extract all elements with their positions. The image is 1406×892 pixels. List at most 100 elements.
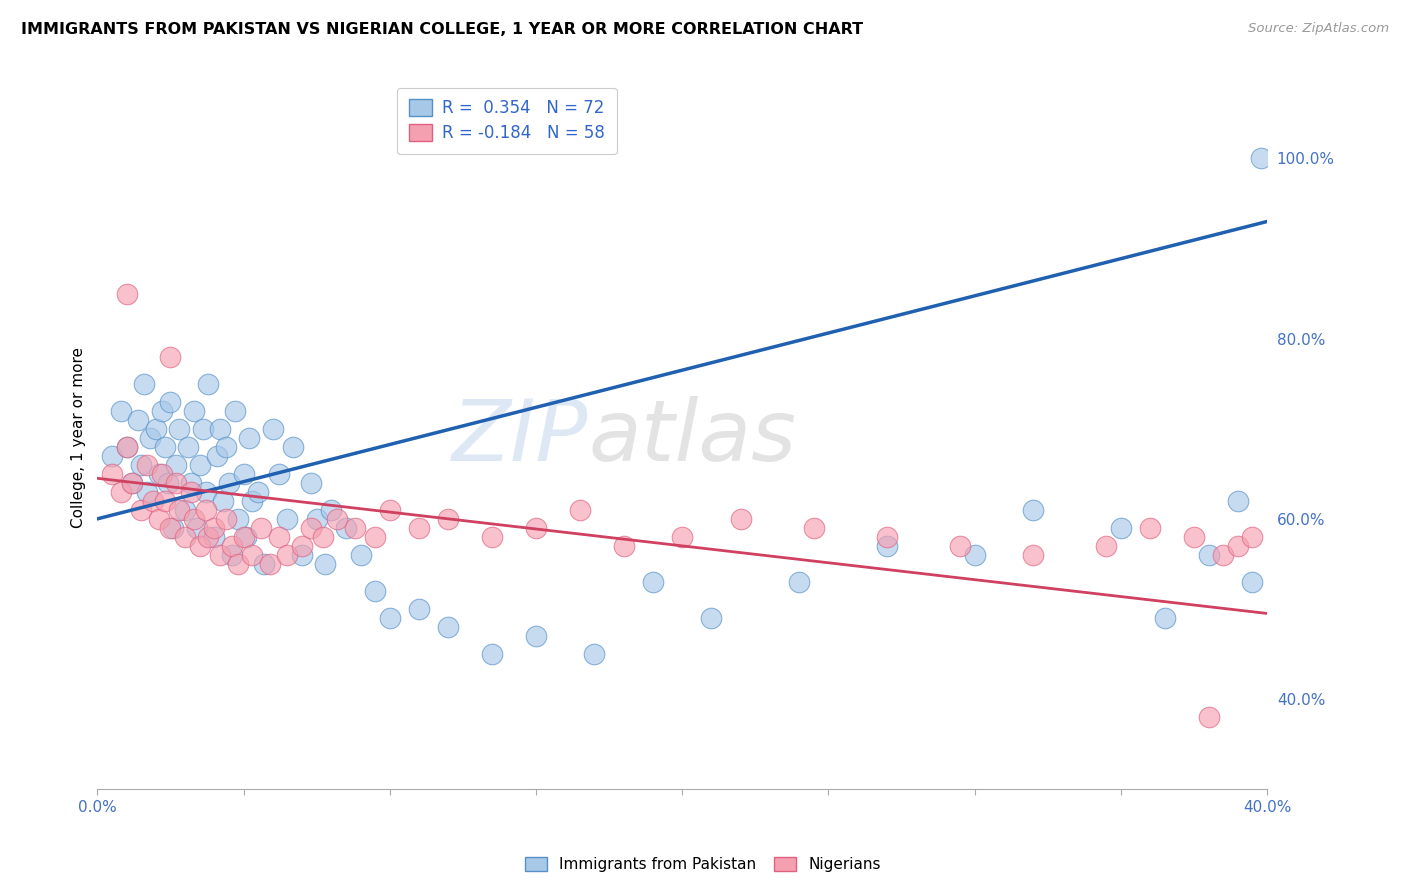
Legend: R =  0.354   N = 72, R = -0.184   N = 58: R = 0.354 N = 72, R = -0.184 N = 58	[396, 87, 616, 154]
Point	[1022, 503, 1045, 517]
Point	[299, 521, 322, 535]
Point	[153, 440, 176, 454]
Point	[321, 503, 343, 517]
Point	[191, 422, 214, 436]
Point	[876, 530, 898, 544]
Point	[232, 530, 254, 544]
Point	[349, 548, 371, 562]
Point	[291, 548, 314, 562]
Point	[1109, 521, 1132, 535]
Point	[129, 458, 152, 472]
Point	[1198, 548, 1220, 562]
Point	[221, 539, 243, 553]
Point	[1226, 539, 1249, 553]
Point	[481, 647, 503, 661]
Point	[183, 403, 205, 417]
Point	[787, 574, 810, 589]
Point	[148, 467, 170, 481]
Point	[232, 467, 254, 481]
Point	[238, 431, 260, 445]
Point	[136, 484, 159, 499]
Point	[180, 484, 202, 499]
Point	[174, 503, 197, 517]
Point	[165, 475, 187, 490]
Point	[949, 539, 972, 553]
Point	[250, 521, 273, 535]
Point	[115, 440, 138, 454]
Point	[437, 620, 460, 634]
Point	[262, 422, 284, 436]
Point	[311, 530, 333, 544]
Point	[162, 521, 184, 535]
Point	[186, 521, 208, 535]
Point	[145, 422, 167, 436]
Point	[207, 449, 229, 463]
Point	[963, 548, 986, 562]
Point	[148, 512, 170, 526]
Point	[299, 475, 322, 490]
Point	[364, 530, 387, 544]
Point	[136, 458, 159, 472]
Point	[209, 422, 232, 436]
Point	[115, 286, 138, 301]
Point	[121, 475, 143, 490]
Point	[180, 475, 202, 490]
Point	[134, 376, 156, 391]
Y-axis label: College, 1 year or more: College, 1 year or more	[72, 347, 86, 528]
Point	[378, 503, 401, 517]
Point	[150, 403, 173, 417]
Point	[378, 611, 401, 625]
Point	[583, 647, 606, 661]
Point	[437, 512, 460, 526]
Point	[343, 521, 366, 535]
Point	[197, 530, 219, 544]
Point	[159, 521, 181, 535]
Point	[267, 467, 290, 481]
Point	[671, 530, 693, 544]
Point	[240, 548, 263, 562]
Point	[159, 350, 181, 364]
Point	[156, 475, 179, 490]
Point	[194, 503, 217, 517]
Point	[139, 431, 162, 445]
Text: ZIP: ZIP	[453, 396, 589, 479]
Point	[218, 475, 240, 490]
Point	[142, 493, 165, 508]
Point	[283, 440, 305, 454]
Point	[700, 611, 723, 625]
Point	[226, 557, 249, 571]
Point	[1226, 493, 1249, 508]
Point	[568, 503, 591, 517]
Point	[235, 530, 257, 544]
Point	[1095, 539, 1118, 553]
Point	[1153, 611, 1175, 625]
Point	[1022, 548, 1045, 562]
Point	[1182, 530, 1205, 544]
Point	[127, 413, 149, 427]
Point	[364, 583, 387, 598]
Point	[121, 475, 143, 490]
Point	[730, 512, 752, 526]
Point	[159, 394, 181, 409]
Point	[101, 467, 124, 481]
Point	[240, 493, 263, 508]
Point	[481, 530, 503, 544]
Point	[1198, 710, 1220, 724]
Point	[247, 484, 270, 499]
Point	[524, 629, 547, 643]
Point	[167, 422, 190, 436]
Point	[276, 548, 298, 562]
Point	[174, 530, 197, 544]
Text: Source: ZipAtlas.com: Source: ZipAtlas.com	[1249, 22, 1389, 36]
Point	[101, 449, 124, 463]
Point	[194, 484, 217, 499]
Point	[202, 530, 225, 544]
Point	[314, 557, 336, 571]
Point	[215, 512, 238, 526]
Point	[1250, 152, 1272, 166]
Point	[803, 521, 825, 535]
Point	[335, 521, 357, 535]
Point	[524, 521, 547, 535]
Point	[641, 574, 664, 589]
Point	[115, 440, 138, 454]
